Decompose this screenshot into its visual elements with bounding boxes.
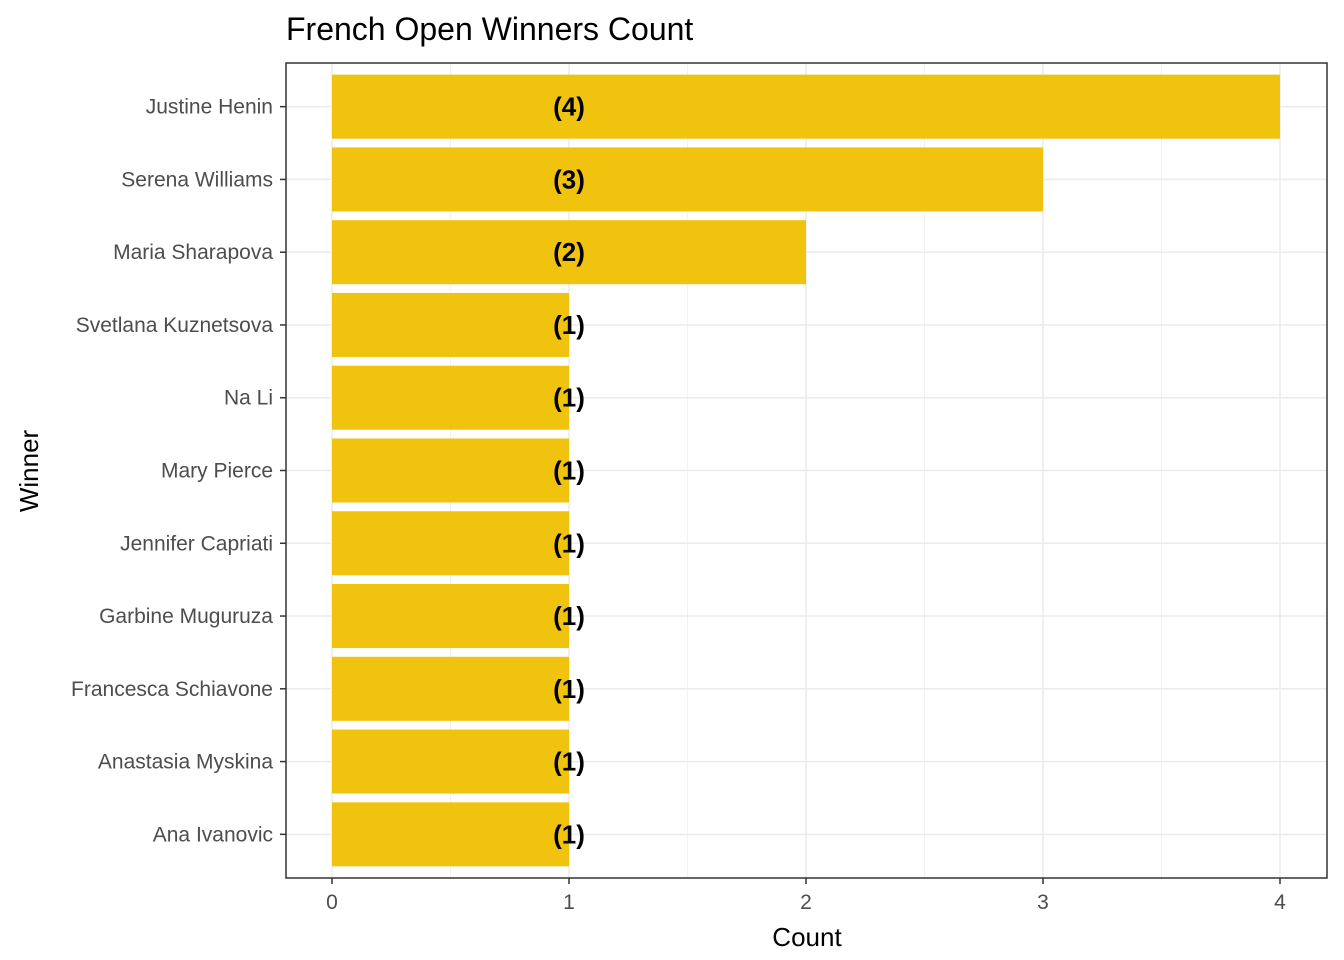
y-axis-title: Winner: [14, 429, 44, 512]
data-label: (1): [553, 528, 585, 558]
bar: [332, 656, 569, 721]
y-tick-label: Justine Henin: [146, 96, 273, 119]
data-label: (2): [553, 237, 585, 267]
bar: [332, 147, 1043, 212]
x-tick-label: 1: [563, 891, 575, 914]
x-axis-title: Count: [772, 922, 842, 952]
y-tick-label: Garbine Muguruza: [99, 605, 273, 628]
y-tick-label: Ana Ivanovic: [153, 823, 273, 846]
bar: [332, 220, 806, 285]
data-label: (3): [553, 164, 585, 194]
data-label: (1): [553, 674, 585, 704]
bar: [332, 584, 569, 649]
y-tick-label: Na Li: [224, 387, 273, 410]
bar: [332, 438, 569, 503]
x-tick-label: 4: [1274, 891, 1286, 914]
x-tick-label: 2: [800, 891, 812, 914]
bar: [332, 729, 569, 794]
plot-area: (4) Justine Henin (3) Serena Williams (2) Mar…: [71, 62, 1328, 914]
data-label: (1): [553, 819, 585, 849]
panel-border: [285, 62, 1328, 879]
bar: [332, 511, 569, 576]
data-label: (1): [553, 310, 585, 340]
y-tick-label: Anastasia Myskina: [98, 751, 273, 774]
y-tick-label: Mary Pierce: [161, 460, 273, 483]
bar: [332, 802, 569, 867]
chart-title: French Open Winners Count: [286, 11, 693, 47]
data-label: (1): [553, 747, 585, 777]
data-label: (1): [553, 456, 585, 486]
y-tick-label: Jennifer Capriati: [120, 532, 273, 555]
bar: [332, 74, 1280, 139]
x-tick-label: 3: [1037, 891, 1049, 914]
bar: [332, 292, 569, 357]
data-label: (1): [553, 601, 585, 631]
bar: [332, 365, 569, 430]
data-label: (1): [553, 383, 585, 413]
y-tick-label: Maria Sharapova: [113, 241, 273, 264]
y-tick-label: Francesca Schiavone: [71, 678, 273, 701]
y-tick-label: Svetlana Kuznetsova: [76, 314, 274, 337]
data-label: (4): [553, 92, 585, 122]
y-tick-label: Serena Williams: [121, 168, 273, 191]
x-tick-label: 0: [326, 891, 338, 914]
